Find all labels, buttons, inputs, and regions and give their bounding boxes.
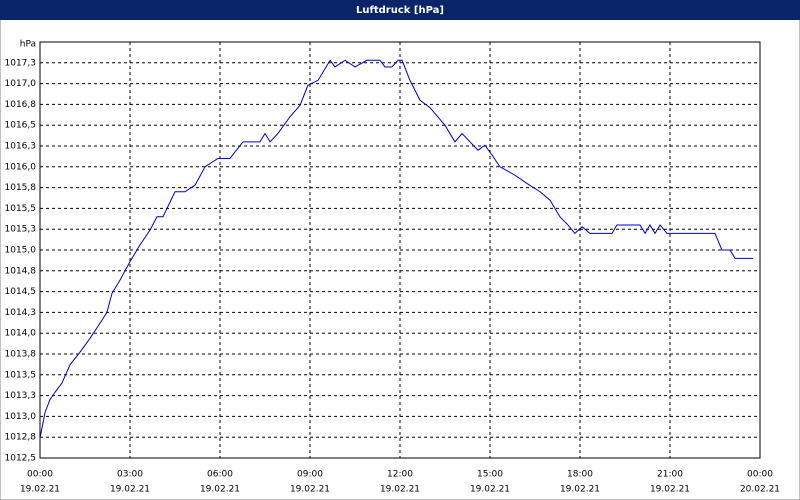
x-tick-date: 20.02.21	[740, 485, 780, 495]
y-tick-label: 1016,3	[5, 142, 37, 152]
title-bar	[0, 0, 800, 20]
y-tick-label: 1014,5	[5, 287, 37, 297]
x-tick-label: 21:00	[657, 470, 683, 480]
y-tick-label: 1012,5	[5, 454, 37, 464]
x-tick-date: 19.02.21	[200, 485, 240, 495]
x-tick-label: 03:00	[117, 470, 143, 480]
x-tick-label: 12:00	[387, 470, 413, 480]
y-tick-label: 1016,8	[5, 100, 37, 110]
x-tick-label: 00:00	[27, 470, 53, 480]
data-line	[39, 59, 754, 439]
y-tick-label: 1013,3	[5, 391, 37, 401]
y-tick-label: 1016,5	[5, 121, 37, 131]
y-tick-label: 1017,3	[5, 58, 37, 68]
x-tick-date: 19.02.21	[290, 485, 330, 495]
y-tick-label: 1014,3	[5, 308, 37, 318]
y-tick-label: 1016,0	[5, 162, 37, 172]
y-tick-label: 1013,8	[5, 350, 37, 360]
x-tick-date: 19.02.21	[110, 485, 150, 495]
y-tick-label: 1015,3	[5, 225, 37, 235]
x-tick-label: 06:00	[207, 470, 233, 480]
y-tick-label: 1014,8	[5, 266, 37, 276]
y-tick-label: 1017,0	[5, 79, 37, 89]
x-tick-label: 09:00	[297, 470, 323, 480]
x-tick-label: 15:00	[477, 470, 503, 480]
y-tick-label: 1015,0	[5, 246, 37, 256]
y-tick-label: 1012,8	[5, 433, 37, 443]
x-tick-label: 18:00	[567, 470, 593, 480]
x-tick-date: 19.02.21	[470, 485, 510, 495]
x-tick-date: 19.02.21	[380, 485, 420, 495]
y-tick-label: 1014,0	[5, 329, 37, 339]
x-tick-date: 19.02.21	[650, 485, 690, 495]
x-tick-date: 19.02.21	[560, 485, 600, 495]
y-tick-label: 1013,5	[5, 370, 37, 380]
y-tick-label: 1015,5	[5, 204, 37, 214]
x-tick-date: 19.02.21	[20, 485, 60, 495]
y-axis-label: hPa	[20, 40, 36, 50]
chart-title: Luftdruck [hPa]	[356, 5, 444, 16]
y-tick-label: 1013,0	[5, 412, 37, 422]
x-tick-label: 00:00	[747, 470, 773, 480]
y-tick-label: 1015,8	[5, 183, 37, 193]
